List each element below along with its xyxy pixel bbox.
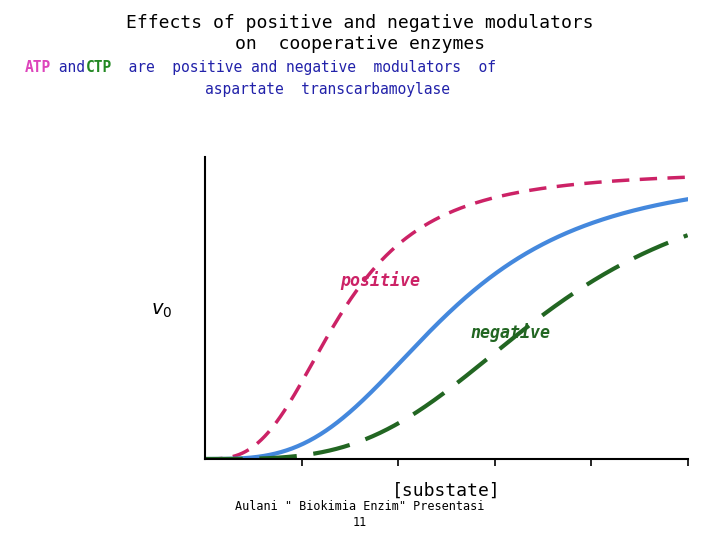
Text: ATP: ATP [25, 60, 51, 76]
Text: CTP: CTP [86, 60, 112, 76]
Text: positive: positive [341, 271, 420, 290]
Text: 11: 11 [353, 516, 367, 529]
Text: are  positive and negative  modulators  of: are positive and negative modulators of [111, 60, 496, 76]
Text: on  cooperative enzymes: on cooperative enzymes [235, 35, 485, 53]
Text: negative: negative [471, 323, 551, 342]
X-axis label: [substate]: [substate] [392, 482, 501, 500]
Text: aspartate  transcarbamoylase: aspartate transcarbamoylase [205, 82, 450, 97]
Text: $v_0$: $v_0$ [151, 301, 173, 320]
Text: and: and [50, 60, 94, 76]
Text: Effects of positive and negative modulators: Effects of positive and negative modulat… [126, 14, 594, 31]
Text: Aulani " Biokimia Enzim" Presentasi: Aulani " Biokimia Enzim" Presentasi [235, 500, 485, 512]
